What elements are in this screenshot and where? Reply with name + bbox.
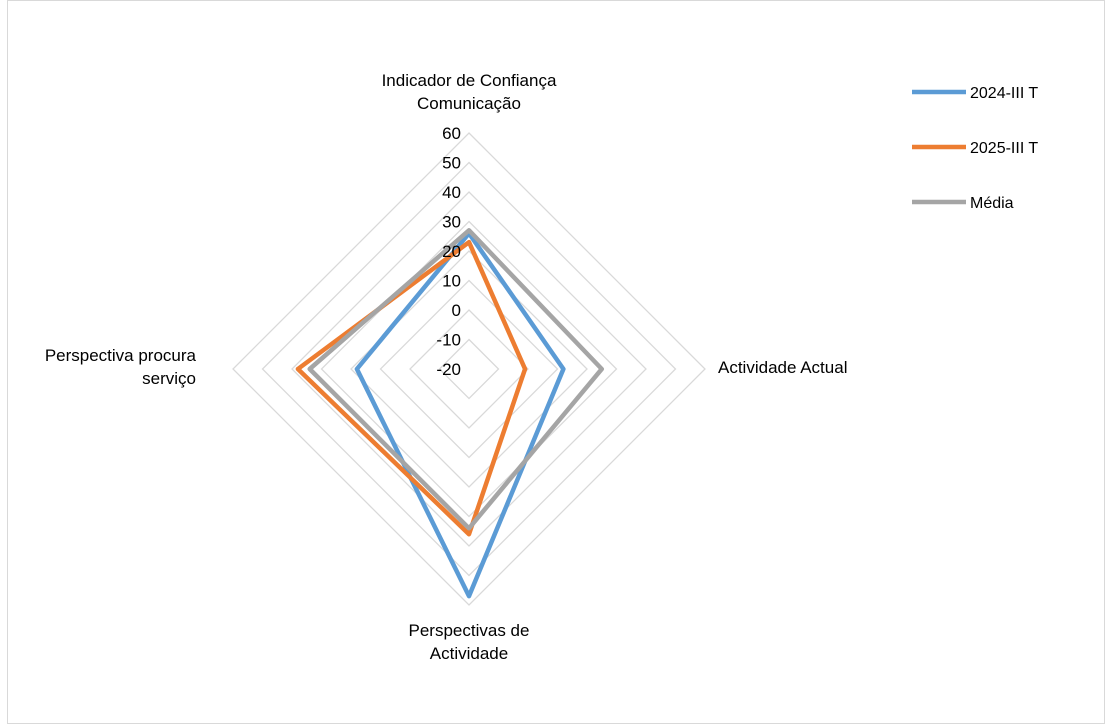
- grid-ring: [291, 191, 647, 547]
- tick-label: -10: [436, 331, 461, 350]
- tick-label: 20: [442, 242, 461, 261]
- grid-ring: [261, 161, 677, 577]
- axis-label: Perspectivas de Actividade: [409, 621, 530, 663]
- tick-label: 30: [442, 213, 461, 232]
- radar-grid: [232, 132, 706, 606]
- grid-ring: [320, 220, 618, 518]
- grid-ring: [232, 132, 706, 606]
- series-line-3: [307, 228, 604, 531]
- legend-label: 2024-III T: [970, 85, 1038, 102]
- legend: 2024-III T 2025-III T Média: [912, 85, 1038, 212]
- tick-label: 60: [442, 124, 461, 143]
- legend-label: Média: [970, 195, 1014, 212]
- axis-label: Indicador de Confiança Comunicação: [382, 71, 557, 113]
- axis-label: Actividade Actual: [718, 358, 847, 377]
- tick-label: 50: [442, 154, 461, 173]
- tick-label: -20: [436, 360, 461, 379]
- legend-label: 2025-III T: [970, 140, 1038, 157]
- tick-label: 40: [442, 183, 461, 202]
- grid-ring: [379, 279, 559, 459]
- axis-label: Perspectiva procura serviço: [45, 346, 197, 388]
- radar-series: [295, 228, 604, 599]
- grid-ring: [438, 338, 500, 400]
- series-line-1: [354, 231, 566, 599]
- tick-label: 10: [442, 272, 461, 291]
- axis-labels: Indicador de Confiança Comunicação Activid…: [45, 71, 848, 663]
- radial-tick-labels: 60 50 40 30 20 10 0 -10 -20: [436, 124, 461, 379]
- tick-label: 0: [452, 301, 461, 320]
- grid-ring: [409, 309, 529, 429]
